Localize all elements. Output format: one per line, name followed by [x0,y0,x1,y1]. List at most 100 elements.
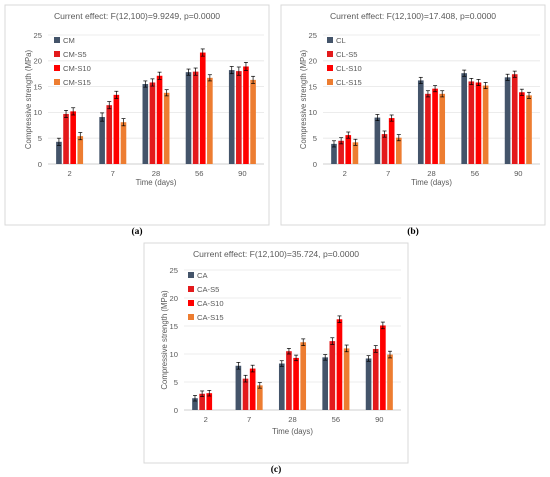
chart-panel-a: Current effect: F(12,100)=9.9249, p=0.00… [2,2,272,238]
legend-swatch [188,314,194,320]
y-tick-label: 15 [309,82,317,91]
x-tick-label: 2 [67,169,71,178]
bar [149,82,156,164]
x-tick-label: 7 [111,169,115,178]
chart-svg-b: Current effect: F(12,100)=17.408, p=0.00… [280,4,546,237]
y-tick-label: 5 [38,134,42,143]
y-tick-label: 20 [309,57,317,66]
bar [504,77,511,164]
bar [343,348,350,410]
bar [192,398,198,410]
legend-swatch [54,51,60,57]
bar [63,113,69,164]
bar [417,80,424,164]
legend-label: CM [63,36,75,45]
y-tick-label: 25 [170,266,178,275]
bar [381,134,388,164]
bar [336,319,343,410]
x-tick-label: 56 [471,169,479,178]
chart-panel-b: Current effect: F(12,100)=17.408, p=0.00… [279,2,549,238]
bar [120,122,127,164]
chart-title: Current effect: F(12,100)=9.9249, p=0.00… [54,11,220,21]
x-tick-label: 28 [288,415,296,424]
legend-label: CA-S5 [197,285,219,294]
x-tick-label: 28 [152,169,160,178]
y-tick-label: 10 [170,350,178,359]
y-axis-title: Compressive strength (MPa) [160,290,169,390]
chart-svg-a: Current effect: F(12,100)=9.9249, p=0.00… [4,4,270,237]
legend-swatch [54,65,60,71]
bar [526,95,532,164]
bar [250,79,256,164]
y-axis-title: Compressive strength (MPa) [24,49,33,149]
bar [329,341,336,410]
bar [99,117,105,164]
bar [163,92,170,164]
bar [70,111,76,164]
bar [475,82,482,164]
y-tick-label: 5 [174,378,178,387]
bar [156,75,163,164]
bar [192,71,199,164]
bar [249,368,256,410]
bar [372,348,379,410]
bar [228,70,235,164]
bar [286,351,292,410]
bar [199,393,205,410]
y-tick-label: 15 [34,82,42,91]
bar [380,325,386,410]
bar [243,66,249,164]
legend-label: CL-S10 [336,64,362,73]
x-tick-label: 7 [386,169,390,178]
x-axis-title: Time (days) [136,178,177,187]
bar [338,140,344,164]
y-tick-label: 0 [313,160,317,169]
legend-swatch [54,37,60,43]
legend-label: CL [336,36,346,45]
legend-label: CA [197,271,208,280]
bar [242,378,249,410]
chart-title: Current effect: F(12,100)=17.408, p=0.00… [330,11,496,21]
bar [365,358,372,410]
bar [56,141,62,164]
bar [293,357,299,410]
x-tick-label: 56 [332,415,340,424]
bar [331,143,337,164]
bar [185,72,192,164]
y-tick-label: 20 [170,294,178,303]
bar [511,74,518,164]
bar [113,94,120,164]
legend-swatch [327,51,333,57]
y-tick-label: 15 [170,322,178,331]
x-tick-label: 7 [247,415,251,424]
bar [461,73,468,164]
x-tick-label: 28 [427,169,435,178]
legend-label: CL-S5 [336,50,358,59]
bar [388,118,395,164]
legend-label: CA-S15 [197,313,224,322]
panel-letter: (b) [407,226,419,237]
x-tick-label: 2 [204,415,208,424]
y-tick-label: 25 [309,31,317,40]
bar [519,92,525,164]
legend-label: CM-S5 [63,50,87,59]
panel-frame [4,4,270,226]
panel-letter: (c) [271,464,282,475]
bar [235,365,242,410]
x-tick-label: 90 [238,169,246,178]
y-axis-title: Compressive strength (MPa) [299,49,308,149]
legend-swatch [188,286,194,292]
legend-swatch [327,65,333,71]
legend-swatch [188,300,194,306]
legend-label: CA-S10 [197,299,224,308]
bar [374,117,381,164]
y-tick-label: 10 [309,108,317,117]
bar [236,71,242,164]
chart-svg-c: Current effect: F(12,100)=35.724, p=0.00… [143,242,409,475]
x-tick-label: 90 [375,415,383,424]
bar [425,93,431,164]
bar [468,81,475,164]
x-tick-label: 90 [514,169,522,178]
bar [439,93,446,164]
bar [207,77,213,164]
